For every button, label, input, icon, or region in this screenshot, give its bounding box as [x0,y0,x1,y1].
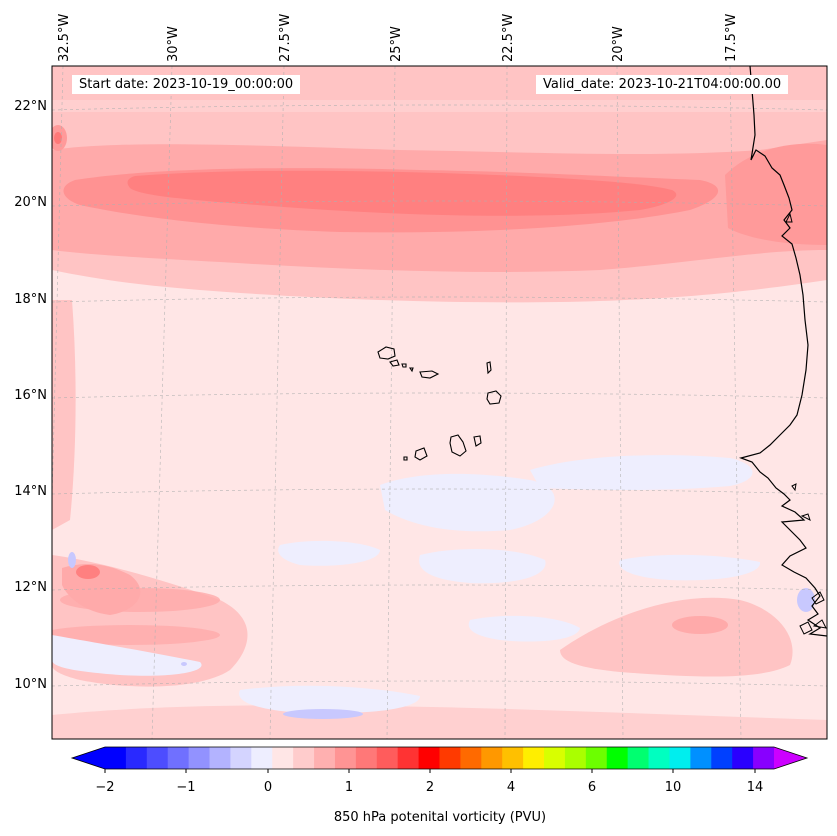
pv-southwest-core [76,565,100,579]
colorbar-under-arrow [72,747,105,769]
pv-negative-dot [181,662,187,666]
colorbar-segment [690,747,712,769]
pv-southwest-band2 [60,588,220,612]
lon-label-25w: 25°W [389,26,404,62]
colorbar-tick-label: −2 [95,780,114,795]
colorbar-ticks [104,769,756,773]
africa-coastline [738,66,827,637]
valid-date-label: Valid_date: 2023-10-21T04:00:00.00 [536,75,789,94]
pv-negative-core-coast [797,588,815,612]
colorbar-segment [314,747,336,769]
colorbar-tick-label: −1 [176,780,195,795]
colorbar-tick-label: 2 [426,780,434,795]
colorbar-segment [167,747,190,769]
lat-label-16n: 16°N [14,388,47,403]
coastline-islands [785,212,827,635]
colorbar-segment [251,747,273,769]
colorbar-segment [293,747,315,769]
colorbar-segment [648,747,670,769]
map-area [52,66,827,739]
colorbar-segment [564,747,587,769]
pv-streak-upper [52,100,827,112]
lat-label-20n: 20°N [14,195,47,210]
pv-band-north-peak [127,170,677,216]
start-date-label: Start date: 2023-10-19_00:00:00 [72,75,301,94]
gridlines [52,66,827,739]
lat-label-10n: 10°N [14,677,47,692]
colorbar-segment [272,747,294,769]
lon-label-20w: 20°W [611,26,626,62]
lon-label-22-5w: 22.5°W [501,14,516,62]
colorbar-tick-label: 14 [747,780,764,795]
pv-southeast-light [560,597,793,677]
colorbar-segment [753,747,775,769]
lat-label-12n: 12°N [14,580,47,595]
colorbar-segment [711,747,733,769]
colorbar-segment [606,747,629,769]
colorbar-segment [460,747,482,769]
pv-spot-22n-core [54,132,62,144]
colorbar-segment [669,747,691,769]
colorbar-tick-label: 0 [264,780,272,795]
colorbar-segment [481,747,503,769]
pv-southwest-band3 [52,625,220,645]
lat-label-18n: 18°N [14,292,47,307]
colorbar-segment [418,747,440,769]
colorbar-segment [334,747,357,769]
pv-negative-patches [52,455,761,714]
lon-label-27-5w: 27.5°W [278,14,293,62]
colorbar-segment [523,747,545,769]
colorbar-segment [585,747,608,769]
colorbar-segment [125,747,148,769]
colorbar: −2 −1 0 1 2 4 6 10 14 850 hPa potenital … [70,746,809,825]
longitude-labels: 32.5°W 30°W 27.5°W 25°W 22.5°W 20°W 17.5… [57,14,739,62]
pv-negative-core-south [283,709,363,719]
colorbar-segment [376,747,399,769]
colorbar-segment [439,747,461,769]
colorbar-segment [397,747,419,769]
colorbar-segment [544,747,566,769]
pv-west-edge [52,300,76,530]
colorbar-tick-label: 1 [345,780,353,795]
pv-south-edge-band [52,705,827,739]
colorbar-segment [188,747,210,769]
colorbar-segment [230,747,252,769]
colorbar-segment [355,747,378,769]
colorbar-tick-label: 6 [588,780,596,795]
colorbar-segment [105,747,127,769]
colorbar-segment [146,747,169,769]
pv-southeast-core [672,616,728,634]
colorbar-over-arrow [774,747,807,769]
lat-label-14n: 14°N [14,484,47,499]
colorbar-segment [732,747,754,769]
colorbar-segment [209,747,231,769]
colorbar-segment [502,747,524,769]
colorbar-segments [105,747,775,769]
colorbar-segment [627,747,649,769]
cape-verde-islands [377,346,502,461]
latitude-labels: 22°N 20°N 18°N 16°N 14°N 12°N 10°N [14,99,47,692]
lat-label-22n: 22°N [14,99,47,114]
colorbar-tick-label: 4 [507,780,515,795]
lon-label-32-5w: 32.5°W [57,14,72,62]
colorbar-label: 850 hPa potenital vorticity (PVU) [334,810,546,825]
colorbar-tick-labels: −2 −1 0 1 2 4 6 10 14 [95,780,763,795]
lon-label-17-5w: 17.5°W [724,14,739,62]
pv-negative-core-west [68,552,76,568]
pv-coastal-maximum [725,143,827,245]
lon-label-30w: 30°W [166,26,181,62]
map-frame [51,65,828,740]
colorbar-tick-label: 10 [665,780,682,795]
